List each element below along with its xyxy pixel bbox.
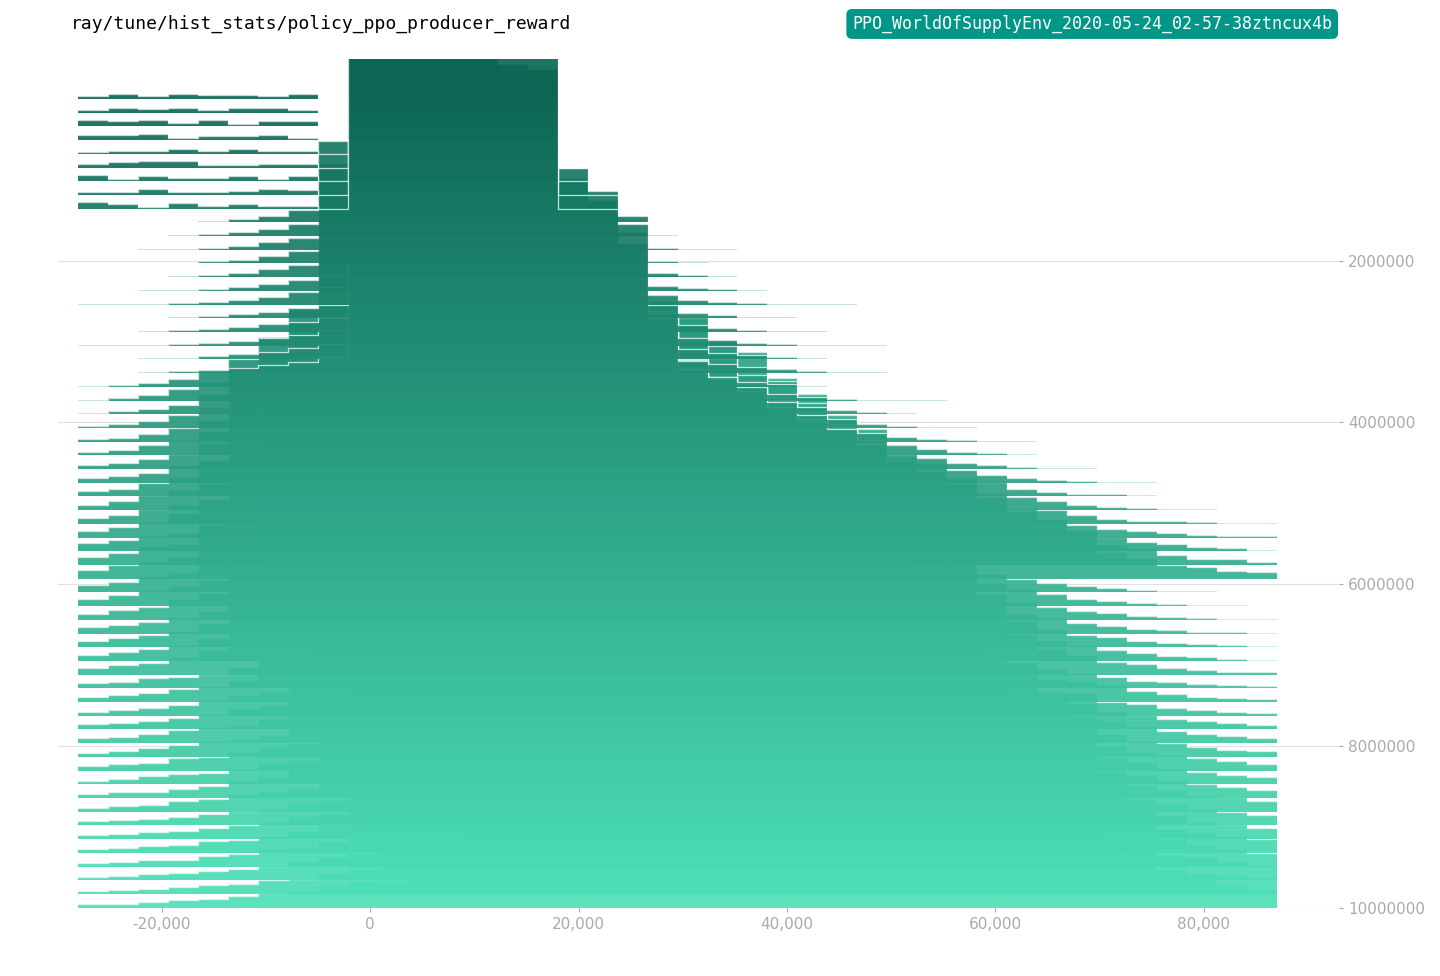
- Text: ray/tune/hist_stats/policy_ppo_producer_reward: ray/tune/hist_stats/policy_ppo_producer_…: [71, 15, 570, 33]
- Text: PPO_WorldOfSupplyEnv_2020-05-24_02-57-38ztncux4b: PPO_WorldOfSupplyEnv_2020-05-24_02-57-38…: [852, 15, 1332, 33]
